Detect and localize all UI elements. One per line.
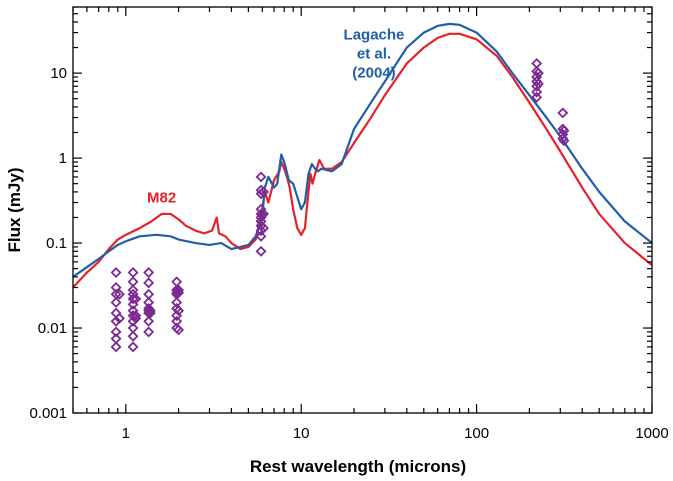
data-point: [531, 80, 543, 92]
data-point: [255, 171, 267, 183]
x-tick-label: 100: [464, 425, 489, 442]
data-point: [127, 293, 139, 305]
data-point: [127, 341, 139, 353]
y-tick-label: 0.001: [29, 405, 67, 422]
x-tick-label: 10: [293, 425, 310, 442]
annotation-0: M82: [147, 190, 176, 207]
data-point: [113, 288, 125, 300]
data-point: [110, 341, 122, 353]
series-layer: [73, 22, 652, 353]
data-point: [258, 222, 270, 234]
data-point: [113, 312, 125, 324]
data-point: [171, 296, 183, 308]
annotations: M82 Lagache et al. (2004): [147, 26, 404, 206]
y-tick-label: 10: [50, 65, 67, 82]
data-point: [143, 315, 155, 327]
data-point: [558, 135, 570, 147]
data-point: [110, 296, 122, 308]
data-point: [110, 315, 122, 327]
data-point: [258, 208, 270, 220]
y-tick-label: 0.1: [46, 235, 67, 252]
data-point: [143, 277, 155, 289]
series-line-0: [73, 32, 652, 289]
data-point: [255, 230, 267, 242]
axis-ticks: [72, 6, 653, 414]
data-point: [532, 78, 544, 90]
data-point: [173, 284, 185, 296]
data-point: [110, 267, 122, 278]
data-point: [130, 293, 142, 305]
data-point: [558, 125, 570, 137]
series-line-1: [73, 22, 652, 278]
data-point: [255, 188, 267, 200]
x-axis-title: Rest wavelength (microns): [250, 457, 466, 476]
data-point: [110, 282, 122, 293]
data-point: [127, 330, 139, 342]
data-point: [255, 245, 267, 257]
data-point: [130, 312, 142, 324]
data-point: [531, 91, 543, 103]
data-point: [144, 305, 156, 317]
data-point: [130, 310, 142, 322]
data-point: [531, 86, 543, 98]
data-point: [557, 107, 569, 119]
data-point: [258, 186, 270, 198]
x-tick-label: 1: [122, 425, 130, 442]
tick-labels: 1 10 100 1000 0.001 0.01 0.1 1 10: [29, 65, 668, 442]
y-tick-label: 1: [59, 150, 67, 167]
data-point: [127, 267, 139, 278]
data-point: [173, 324, 185, 336]
data-point: [255, 225, 267, 237]
data-point: [532, 67, 544, 79]
axes-frame: [72, 6, 653, 414]
data-point: [110, 326, 122, 338]
data-point: [173, 287, 185, 299]
plot-frame: [72, 6, 653, 414]
data-point: [143, 267, 155, 278]
data-point: [171, 287, 183, 299]
x-tick-label: 1000: [635, 425, 668, 442]
data-point: [143, 326, 155, 338]
y-axis-title: Flux (mJy): [5, 167, 24, 252]
y-tick-label: 0.01: [38, 320, 67, 337]
data-point: [144, 307, 156, 319]
data-point: [171, 315, 183, 327]
annotation-1: Lagache et al. (2004): [344, 26, 405, 81]
data-point: [173, 305, 185, 317]
